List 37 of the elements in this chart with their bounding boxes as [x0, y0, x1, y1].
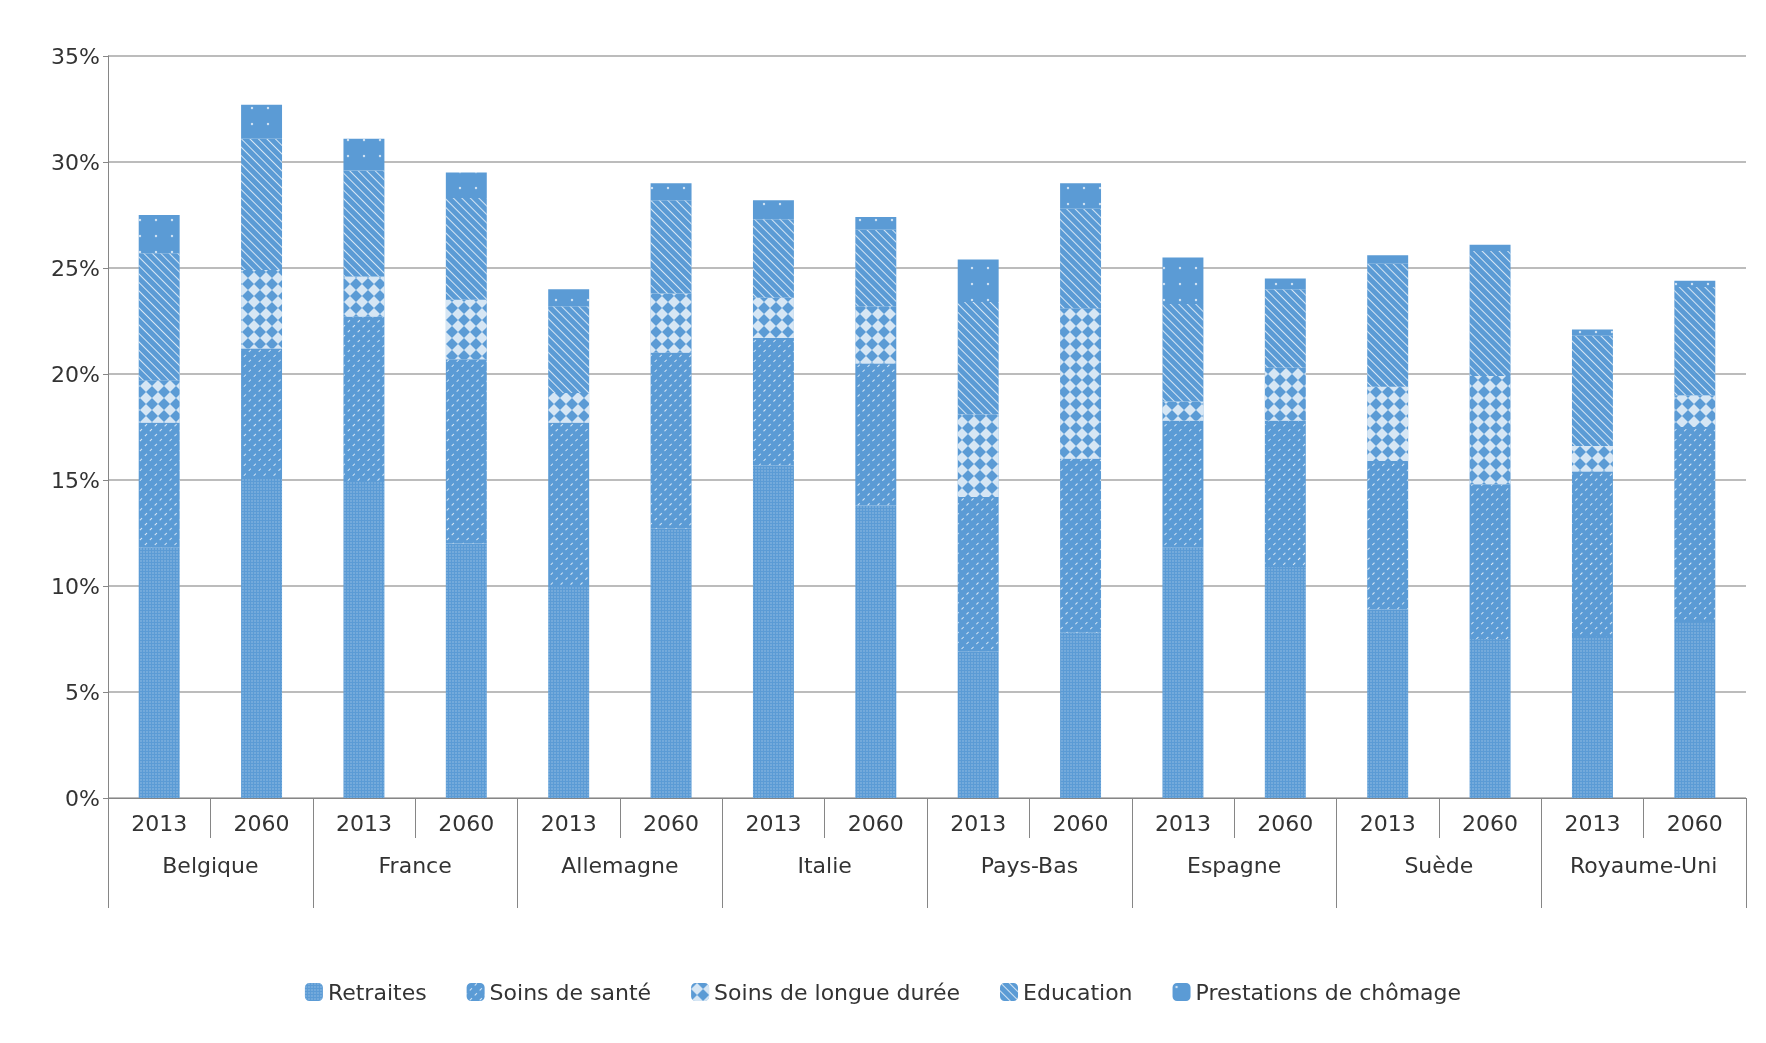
x-tick-label: 2013: [540, 810, 597, 836]
x-tick-label: 2060: [847, 810, 904, 836]
legend-label: Retraites: [327, 979, 427, 1005]
x-tick-label: 2060: [1257, 810, 1314, 836]
x-tick-label: 2013: [950, 810, 1007, 836]
x-tick-label: 2013: [1564, 810, 1621, 836]
x-tick-label: 2060: [438, 810, 495, 836]
x-tick-label: 2013: [131, 810, 188, 836]
x-tick-label: 2013: [335, 810, 392, 836]
text: Espagne: [1186, 852, 1282, 878]
y-tick-label: 35%: [51, 43, 100, 69]
text: Pays-Bas: [980, 852, 1079, 878]
y-tick-label: 20%: [51, 361, 100, 387]
legend-label: Prestations de chômage: [1195, 979, 1462, 1005]
text: Italie: [797, 852, 852, 878]
y-tick-label: 15%: [51, 467, 100, 493]
text: Allemagne: [561, 852, 679, 878]
x-tick-label: 2060: [1666, 810, 1723, 836]
x-tick-label: 2060: [1052, 810, 1109, 836]
x-tick-label: 2013: [1359, 810, 1416, 836]
text: France: [378, 852, 452, 878]
x-tick-label: 2060: [1462, 810, 1519, 836]
y-tick-label: 5%: [65, 679, 100, 705]
text: Suède: [1404, 852, 1474, 878]
x-tick-label: 2060: [643, 810, 700, 836]
x-tick-label: 2013: [1154, 810, 1211, 836]
y-tick-label: 25%: [51, 255, 100, 281]
legend-label: Soins de longue durée: [714, 979, 961, 1005]
x-tick-label: 2060: [233, 810, 290, 836]
legend-label: Education: [1023, 979, 1133, 1005]
text: Royaume-Uni: [1569, 852, 1718, 878]
x-tick-label: 2013: [745, 810, 802, 836]
y-tick-label: 30%: [51, 149, 100, 175]
y-tick-label: 10%: [51, 573, 100, 599]
text: Belgique: [162, 852, 259, 878]
y-tick-label: 0%: [65, 785, 100, 811]
legend-label: Soins de santé: [489, 979, 652, 1005]
